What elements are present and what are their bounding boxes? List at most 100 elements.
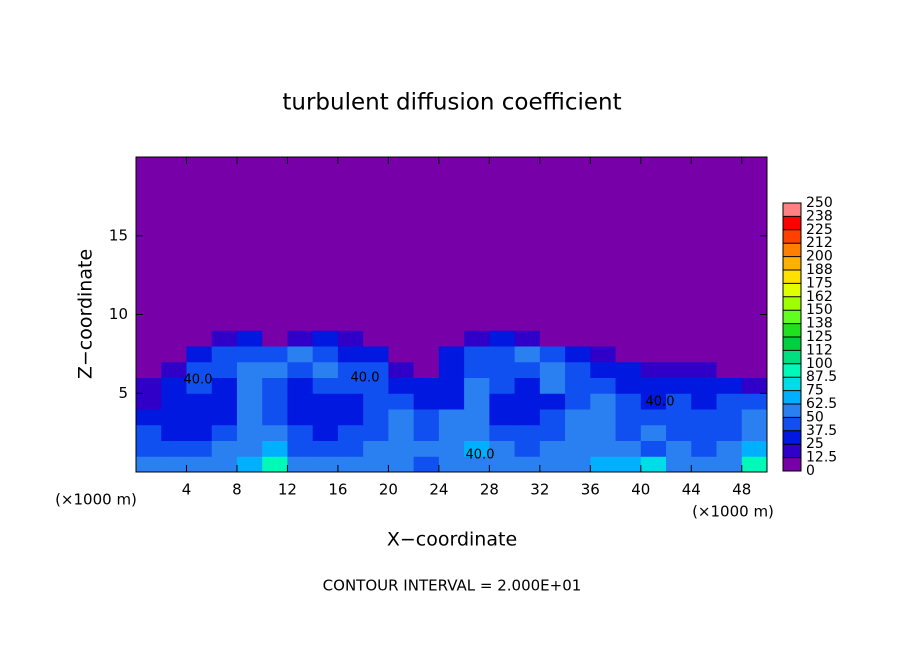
heat-cell: [136, 157, 162, 331]
colorbar-tick-label: 12.5: [806, 450, 837, 466]
heat-cell: [716, 440, 743, 457]
colorbar-band: [783, 203, 801, 217]
heat-cell: [666, 424, 692, 441]
heat-cell: [236, 440, 263, 457]
heat-cell: [337, 409, 364, 426]
heat-cell: [136, 393, 162, 410]
heat-cell: [161, 346, 187, 363]
heat-cell: [464, 157, 490, 331]
heat-cell: [211, 393, 238, 410]
heat-cell: [287, 330, 314, 347]
heat-cell: [262, 361, 288, 378]
heat-cell: [312, 361, 339, 378]
contour-label: 40.0: [184, 373, 213, 388]
heat-cell: [666, 393, 692, 410]
colorbar-tick-label: 100: [806, 356, 833, 372]
heat-cell: [186, 346, 213, 363]
heat-cell: [615, 393, 642, 410]
colorbar-tick-label: 37.5: [806, 423, 837, 439]
colorbar-band: [783, 390, 801, 404]
heat-cell: [565, 346, 591, 363]
heat-cell: [464, 393, 490, 410]
heat-cell: [413, 330, 440, 347]
heat-cell: [691, 409, 718, 426]
contour-label: 40.0: [466, 448, 495, 463]
x-tick-label: 36: [581, 481, 600, 499]
heat-cell: [615, 424, 642, 441]
heat-cell: [691, 330, 718, 347]
heat-cell: [438, 456, 465, 473]
heat-cell: [388, 157, 415, 331]
x-unit-label: (×1000 m): [692, 503, 774, 521]
heat-cell: [312, 424, 339, 441]
heat-cell: [388, 361, 415, 378]
heat-cell: [539, 440, 566, 457]
heat-cell: [640, 393, 667, 410]
heat-cell: [262, 346, 288, 363]
heat-cell: [514, 157, 541, 331]
colorbar-band: [783, 310, 801, 324]
heat-cell: [211, 409, 238, 426]
heat-cell: [741, 377, 768, 394]
heat-cell: [666, 346, 692, 363]
heat-cell: [464, 346, 490, 363]
heat-cell: [741, 440, 768, 457]
heat-cell: [565, 157, 591, 331]
heat-cell: [741, 409, 768, 426]
heat-cell: [539, 157, 566, 331]
heat-cell: [489, 409, 516, 426]
heat-cell: [640, 409, 667, 426]
heat-cell: [590, 393, 617, 410]
heat-cell: [514, 440, 541, 457]
heat-cell: [716, 330, 743, 347]
heat-cell: [539, 456, 566, 473]
y-unit-label: (×1000 m): [55, 491, 137, 509]
heat-cell: [640, 361, 667, 378]
x-tick-label: 24: [429, 481, 448, 499]
heat-cell: [640, 346, 667, 363]
colorbar-tick-label: 87.5: [806, 369, 837, 385]
heat-cell: [666, 409, 692, 426]
heat-cell: [413, 440, 440, 457]
heat-cell: [211, 440, 238, 457]
heat-cell: [413, 409, 440, 426]
contour-label: 40.0: [351, 371, 380, 386]
heat-cell: [262, 456, 288, 473]
colorbar-band: [783, 337, 801, 351]
heat-cell: [262, 440, 288, 457]
y-tick-label: 15: [109, 226, 128, 244]
heat-cell: [363, 440, 389, 457]
x-tick-label: 20: [379, 481, 398, 499]
heat-cell: [312, 346, 339, 363]
x-tick-label: 48: [732, 481, 751, 499]
heat-cell: [640, 456, 667, 473]
heat-cell: [615, 330, 642, 347]
heat-cell: [716, 393, 743, 410]
heat-cell: [565, 409, 591, 426]
heat-cell: [161, 440, 187, 457]
colorbar-band: [783, 444, 801, 458]
heat-cell: [438, 330, 465, 347]
colorbar-band: [783, 377, 801, 391]
y-tick-label: 10: [109, 305, 128, 323]
heat-cell: [211, 361, 238, 378]
heat-cell: [161, 157, 187, 331]
heat-cell: [236, 330, 263, 347]
heat-cell: [312, 393, 339, 410]
heat-cell: [640, 330, 667, 347]
heat-cell: [388, 456, 415, 473]
heat-cell: [262, 424, 288, 441]
heat-cell: [312, 440, 339, 457]
heat-cell: [186, 440, 213, 457]
heat-cell: [136, 456, 162, 473]
heat-cell: [615, 361, 642, 378]
heat-cell: [211, 377, 238, 394]
colorbar-tick-label: 175: [806, 275, 833, 291]
heat-cell: [438, 440, 465, 457]
heat-cell: [413, 424, 440, 441]
colorbar-band: [783, 256, 801, 270]
colorbar-tick-label: 200: [806, 249, 833, 265]
heat-cell: [716, 346, 743, 363]
colorbar-tick-label: 150: [806, 302, 833, 318]
